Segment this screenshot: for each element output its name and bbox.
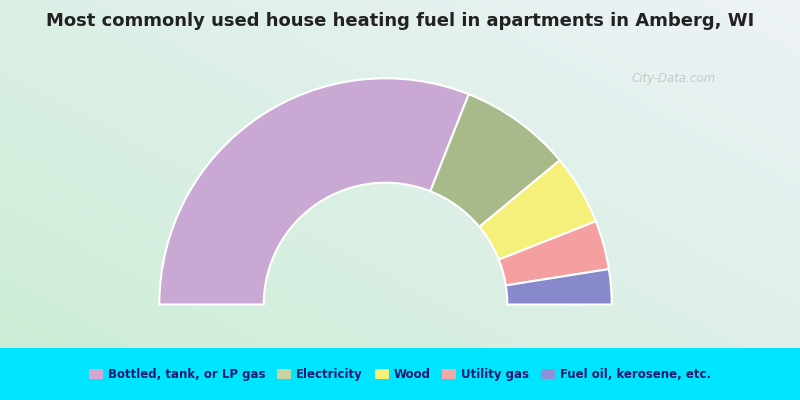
Wedge shape	[159, 78, 469, 304]
Wedge shape	[506, 269, 612, 304]
Legend: Bottled, tank, or LP gas, Electricity, Wood, Utility gas, Fuel oil, kerosene, et: Bottled, tank, or LP gas, Electricity, W…	[84, 364, 716, 386]
Wedge shape	[430, 94, 560, 227]
Text: Most commonly used house heating fuel in apartments in Amberg, WI: Most commonly used house heating fuel in…	[46, 12, 754, 30]
Text: City-Data.com: City-Data.com	[632, 72, 716, 85]
Wedge shape	[479, 160, 596, 260]
Wedge shape	[498, 221, 609, 286]
